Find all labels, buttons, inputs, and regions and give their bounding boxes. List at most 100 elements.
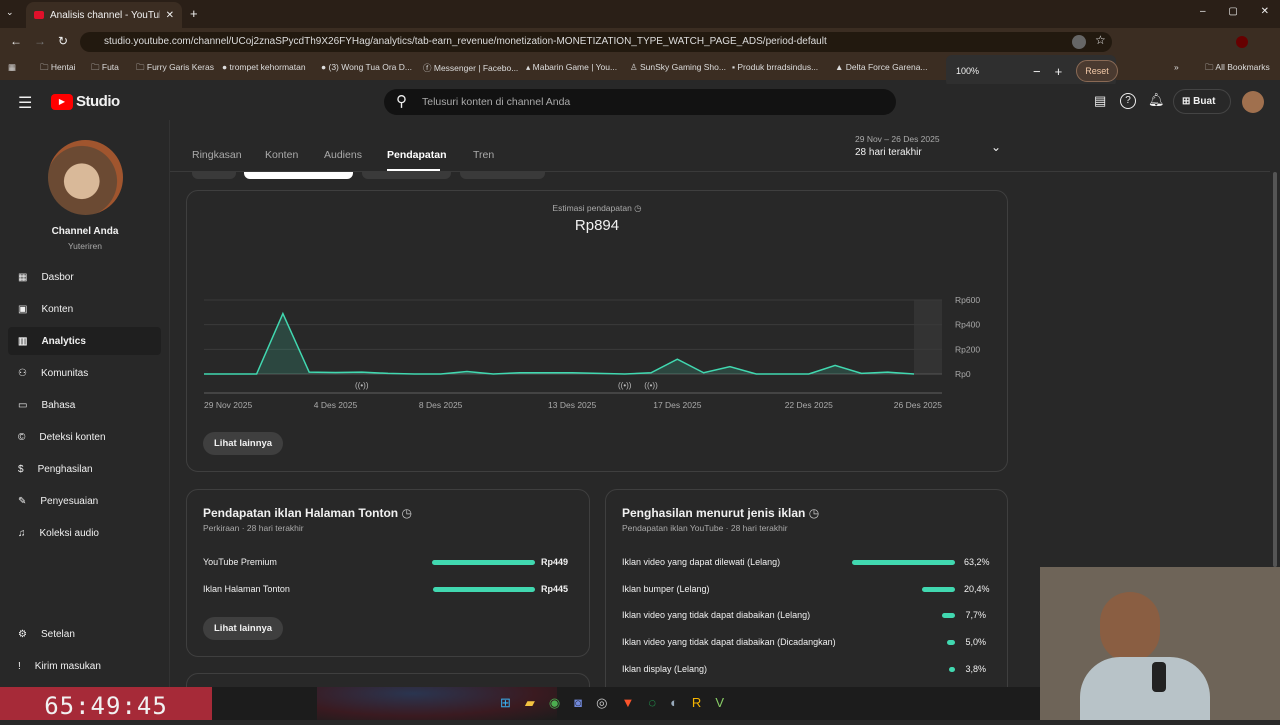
revenue-chart[interactable]: Rp600 Rp400 Rp200 Rp0 ((•)) ((•)) ((•)) 29 Nov … bbox=[187, 281, 1007, 411]
bookmark[interactable]: ▪ Produk brradsindus... bbox=[732, 62, 819, 72]
revenue-bar bbox=[433, 587, 535, 592]
more-bookmarks-icon[interactable]: » bbox=[1174, 62, 1179, 72]
ad-type-bar bbox=[852, 560, 955, 565]
bookmark[interactable]: ⓕ Messenger | Facebo... bbox=[423, 63, 519, 73]
card-title: Pendapatan iklan Halaman Tonton ◷ bbox=[203, 506, 412, 520]
brave-icon[interactable]: ▼ bbox=[621, 695, 635, 710]
ad-type-label: Iklan video yang tidak dapat diabaikan (… bbox=[622, 610, 811, 621]
microphone bbox=[1152, 662, 1166, 692]
file-explorer-icon[interactable]: ▰ bbox=[524, 695, 535, 710]
scrollbar[interactable] bbox=[1273, 172, 1277, 567]
ad-type-bar bbox=[946, 640, 955, 646]
window-controls[interactable]: – ▢ ✕ bbox=[1200, 6, 1269, 17]
x-tick-label: 4 Des 2025 bbox=[314, 400, 358, 410]
x-tick-label: 13 Des 2025 bbox=[548, 400, 596, 410]
x-tick-label: 26 Des 2025 bbox=[894, 400, 942, 410]
live-event-icon: ((•)) bbox=[618, 381, 632, 390]
notifications-icon[interactable]: 🔔︎ bbox=[1148, 92, 1165, 107]
revenue-chart-card: Estimasi pendapatan ◷ Rp894 Rp600 Rp400 Rp… bbox=[186, 190, 1008, 472]
reload-icon[interactable]: ↻ bbox=[58, 34, 69, 48]
sidebar-item-dasbor[interactable]: ▦ Dasbor bbox=[18, 271, 74, 283]
apps-icon[interactable]: ▦ bbox=[8, 62, 17, 72]
game-launcher-icon[interactable]: V bbox=[715, 695, 724, 710]
revenue-line bbox=[204, 311, 915, 375]
zoom-indicator-icon[interactable] bbox=[1072, 35, 1086, 49]
sidebar-item-bahasa[interactable]: ▭ Bahasa bbox=[18, 399, 76, 411]
person-face bbox=[1100, 592, 1160, 662]
sidebar-item-deteksi-konten[interactable]: © Deteksi konten bbox=[18, 431, 106, 443]
card-subtitle: Pendapatan iklan YouTube · 28 hari terak… bbox=[622, 523, 788, 533]
bookmark[interactable]: ♙ SunSky Gaming Sho... bbox=[630, 62, 726, 72]
ad-type-percent: 63,2% bbox=[964, 557, 990, 567]
period-selector[interactable]: 28 hari terakhir bbox=[855, 147, 922, 158]
new-tab-icon[interactable]: + bbox=[190, 6, 198, 21]
discord-icon[interactable]: ◙ bbox=[574, 695, 583, 710]
sidebar-item-penghasilan[interactable]: $ Penghasilan bbox=[18, 463, 93, 475]
browser-tab[interactable]: Analisis channel - YouTube Studio ✕ bbox=[26, 2, 182, 28]
account-avatar[interactable] bbox=[1242, 91, 1264, 113]
partial-period-shade bbox=[914, 300, 942, 374]
chip-selected[interactable] bbox=[244, 172, 353, 179]
tab-ringkasan[interactable]: Ringkasan bbox=[192, 149, 242, 161]
help-icon[interactable]: ? bbox=[1120, 93, 1136, 109]
chevron-down-icon[interactable]: ⌄ bbox=[991, 140, 1002, 154]
sidebar-item-komunitas[interactable]: ⚇ Komunitas bbox=[18, 367, 89, 379]
steam-icon[interactable]: ◐ bbox=[670, 695, 678, 710]
zoom-reset-button[interactable]: Reset bbox=[1076, 60, 1118, 82]
sidebar-item-konten[interactable]: ▣ Konten bbox=[18, 303, 74, 315]
forward-icon[interactable]: → bbox=[34, 34, 46, 48]
see-more-button[interactable]: Lihat lainnya bbox=[203, 432, 284, 455]
ad-type-revenue-card: Penghasilan menurut jenis iklan ◷ Pendap… bbox=[605, 489, 1008, 699]
tab-list-icon[interactable]: ⌄ bbox=[6, 7, 14, 17]
revenue-area bbox=[204, 313, 914, 374]
divider bbox=[170, 171, 1270, 172]
ad-type-bar bbox=[942, 613, 955, 619]
feedback-message-icon[interactable]: ▤ bbox=[1094, 93, 1107, 108]
zoom-in-button[interactable]: + bbox=[1054, 63, 1063, 79]
subtitles-icon: ▭ bbox=[18, 399, 28, 411]
back-icon[interactable]: ← bbox=[10, 34, 22, 48]
bookmark[interactable]: 🗀 Hentai bbox=[40, 62, 76, 72]
tab-pendapatan[interactable]: Pendapatan bbox=[387, 149, 447, 161]
chip[interactable] bbox=[362, 172, 451, 179]
bookmark[interactable]: 🗀 Furry Garis Keras bbox=[136, 62, 214, 72]
tab-konten[interactable]: Konten bbox=[265, 149, 299, 161]
channel-avatar[interactable] bbox=[48, 140, 123, 215]
chip[interactable] bbox=[192, 172, 236, 179]
whatsapp-icon[interactable]: ◌ bbox=[648, 695, 657, 710]
x-tick-label: 17 Des 2025 bbox=[653, 400, 701, 410]
logo-text: Studio bbox=[76, 93, 120, 110]
sidebar-settings[interactable]: ⚙ Setelan bbox=[18, 628, 75, 640]
sidebar-item-koleksi-audio[interactable]: ♫ Koleksi audio bbox=[18, 527, 99, 539]
sidebar-item-analytics[interactable]: ▥ Analytics bbox=[8, 327, 161, 355]
all-bookmarks[interactable]: 🗀 All Bookmarks bbox=[1205, 62, 1270, 72]
url-bar[interactable]: studio.youtube.com/channel/UCoj2znaSPycd… bbox=[80, 32, 1112, 52]
tab-audiens[interactable]: Audiens bbox=[324, 149, 362, 161]
close-tab-icon[interactable]: ✕ bbox=[165, 9, 174, 21]
chip[interactable] bbox=[460, 172, 545, 179]
bookmark[interactable]: ● trompet kehormatan bbox=[222, 62, 306, 72]
windows-start-icon[interactable]: ⊞ bbox=[500, 695, 511, 710]
bookmark[interactable]: ▴ Mabarin Game | You... bbox=[526, 62, 618, 72]
rockstar-icon[interactable]: R bbox=[691, 695, 702, 710]
studio-logo[interactable]: ▶ Studio bbox=[51, 93, 120, 110]
tab-tren[interactable]: Tren bbox=[473, 149, 495, 161]
see-more-button[interactable]: Lihat lainnya bbox=[203, 617, 284, 640]
sidebar-item-penyesuaian[interactable]: ✎ Penyesuaian bbox=[18, 495, 99, 507]
zoom-out-button[interactable]: − bbox=[1033, 63, 1041, 79]
bookmark[interactable]: ● (3) Wong Tua Ora D... bbox=[321, 62, 412, 72]
profile-icon[interactable] bbox=[1236, 36, 1248, 48]
chrome-icon[interactable]: ◉ bbox=[548, 695, 561, 710]
bookmark[interactable]: ▲ Delta Force Garena... bbox=[835, 62, 928, 72]
obs-icon[interactable]: ◎ bbox=[596, 695, 608, 710]
bookmark[interactable]: 🗀 Futa bbox=[91, 62, 119, 72]
clock-icon: ◷ bbox=[808, 506, 820, 520]
sidebar-send-feedback[interactable]: ! Kirim masukan bbox=[18, 660, 101, 672]
menu-icon[interactable]: ☰ bbox=[18, 95, 33, 112]
taskbar: ⊞ ▰ ◉ ◙ ◎ ▼ ◌ ◐ R V bbox=[212, 687, 1040, 720]
search-input[interactable]: ⚲ Telusuri konten di channel Anda bbox=[384, 89, 896, 115]
revenue-total: Rp894 bbox=[574, 217, 620, 234]
sidebar: Channel Anda Yuteriren ▦ Dasbor ▣ Konten ▥… bbox=[0, 120, 170, 687]
create-button[interactable]: ⊞ Buat bbox=[1173, 89, 1231, 114]
bookmark-star-icon[interactable]: ☆ bbox=[1095, 33, 1106, 47]
